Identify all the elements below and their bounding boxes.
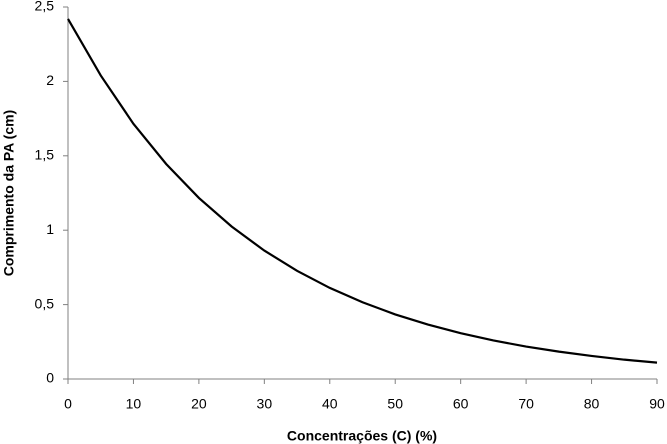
- x-axis-title: Concentrações (C) (%): [287, 428, 437, 444]
- x-tick-label: 70: [518, 396, 534, 412]
- y-tick-label: 1: [46, 221, 54, 237]
- x-tick-label: 90: [649, 396, 665, 412]
- y-tick-label: 0,5: [35, 295, 55, 311]
- x-tick-label: 30: [257, 396, 273, 412]
- data-line: [67, 18, 658, 364]
- x-tick-label: 50: [387, 396, 403, 412]
- y-tick-label: 0: [46, 370, 54, 386]
- y-axis-title: Comprimento da PA (cm): [1, 110, 17, 276]
- x-tick-label: 20: [191, 396, 207, 412]
- x-tick-label: 60: [453, 396, 469, 412]
- y-tick-label: 2,5: [35, 0, 55, 14]
- y-tick-label: 1,5: [35, 147, 55, 163]
- x-tick-label: 0: [64, 396, 72, 412]
- y-tick-label: 2: [46, 72, 54, 88]
- x-tick-label: 40: [322, 396, 338, 412]
- x-tick-label: 80: [584, 396, 600, 412]
- x-tick-label: 10: [126, 396, 142, 412]
